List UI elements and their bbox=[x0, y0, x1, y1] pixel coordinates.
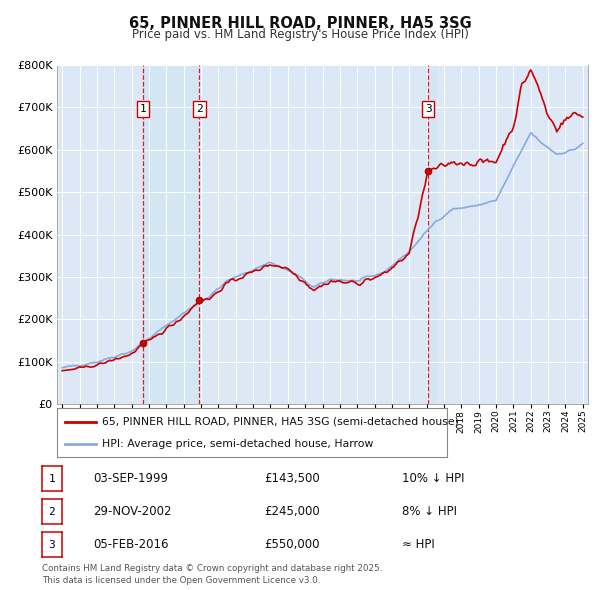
Text: 65, PINNER HILL ROAD, PINNER, HA5 3SG: 65, PINNER HILL ROAD, PINNER, HA5 3SG bbox=[128, 16, 472, 31]
Text: 03-SEP-1999: 03-SEP-1999 bbox=[93, 472, 168, 485]
Text: 1: 1 bbox=[49, 474, 55, 484]
Text: 3: 3 bbox=[49, 540, 55, 550]
Text: Price paid vs. HM Land Registry's House Price Index (HPI): Price paid vs. HM Land Registry's House … bbox=[131, 28, 469, 41]
Text: 3: 3 bbox=[425, 104, 431, 114]
Text: £550,000: £550,000 bbox=[264, 538, 320, 551]
Text: 65, PINNER HILL ROAD, PINNER, HA5 3SG (semi-detached house): 65, PINNER HILL ROAD, PINNER, HA5 3SG (s… bbox=[102, 417, 459, 427]
Text: 10% ↓ HPI: 10% ↓ HPI bbox=[402, 472, 464, 485]
Bar bbox=[428, 65, 437, 404]
Text: HPI: Average price, semi-detached house, Harrow: HPI: Average price, semi-detached house,… bbox=[102, 438, 373, 448]
Text: 2: 2 bbox=[196, 104, 203, 114]
Text: 2: 2 bbox=[49, 507, 55, 517]
Text: ≈ HPI: ≈ HPI bbox=[402, 538, 435, 551]
Text: Contains HM Land Registry data © Crown copyright and database right 2025.
This d: Contains HM Land Registry data © Crown c… bbox=[42, 564, 382, 585]
Text: 8% ↓ HPI: 8% ↓ HPI bbox=[402, 505, 457, 518]
Text: £143,500: £143,500 bbox=[264, 472, 320, 485]
Bar bbox=[143, 65, 199, 404]
Text: £245,000: £245,000 bbox=[264, 505, 320, 518]
Text: 1: 1 bbox=[140, 104, 146, 114]
Text: 05-FEB-2016: 05-FEB-2016 bbox=[93, 538, 169, 551]
Text: 29-NOV-2002: 29-NOV-2002 bbox=[93, 505, 172, 518]
